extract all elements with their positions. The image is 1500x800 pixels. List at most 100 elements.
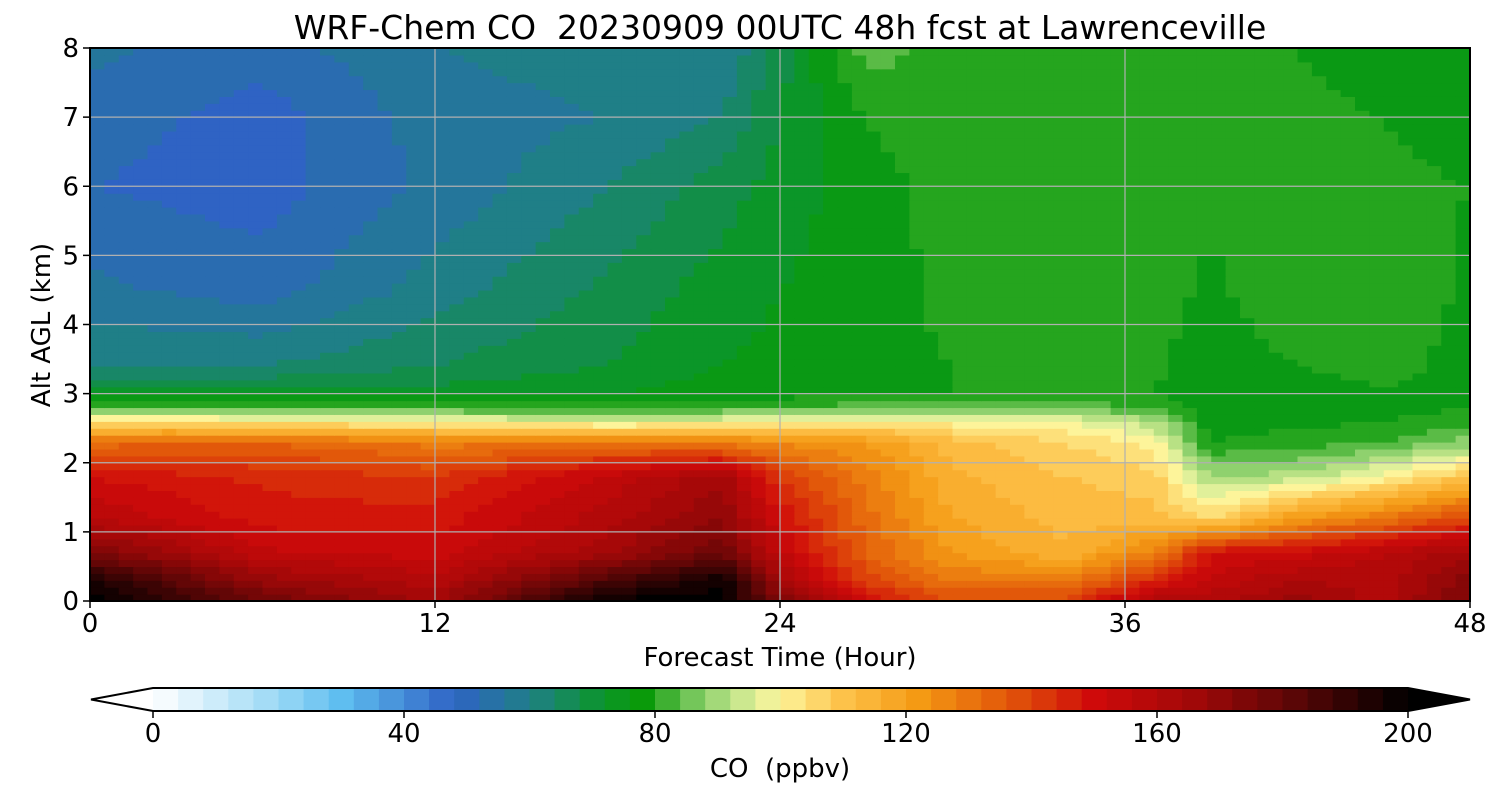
- heatmap-cell: [1211, 566, 1227, 574]
- heatmap-cell: [823, 276, 839, 284]
- heatmap-cell: [1038, 545, 1054, 554]
- heatmap-cell: [722, 372, 738, 381]
- heatmap-cell: [1398, 462, 1414, 471]
- heatmap-cell: [205, 338, 220, 346]
- heatmap-cell: [90, 324, 105, 333]
- heatmap-cell: [693, 393, 709, 402]
- heatmap-cell: [420, 573, 436, 581]
- heatmap-cell: [722, 448, 738, 457]
- heatmap-cell: [751, 276, 767, 284]
- heatmap-cell: [463, 421, 479, 429]
- heatmap-cell: [1398, 324, 1414, 333]
- heatmap-cell: [1139, 455, 1155, 464]
- heatmap-cell: [90, 580, 105, 588]
- heatmap-cell: [808, 448, 824, 457]
- heatmap-cell: [593, 352, 609, 360]
- heatmap-cell: [1369, 310, 1385, 319]
- heatmap-cell: [923, 407, 939, 415]
- heatmap-cell: [736, 269, 752, 277]
- heatmap-cell: [1455, 414, 1470, 422]
- heatmap-cell: [535, 359, 551, 367]
- heatmap-cell: [363, 276, 379, 284]
- heatmap-cell: [1412, 531, 1428, 540]
- heatmap-cell: [1455, 269, 1470, 277]
- heatmap-cell: [1196, 283, 1212, 291]
- heatmap-cell: [1398, 393, 1414, 402]
- heatmap-cell: [161, 518, 177, 526]
- heatmap-cell: [1398, 352, 1414, 360]
- heatmap-cell: [1311, 476, 1327, 485]
- heatmap-cell: [90, 400, 105, 409]
- heatmap-cell: [1110, 262, 1126, 270]
- heatmap-cell: [1196, 296, 1212, 305]
- heatmap-cell: [837, 538, 853, 547]
- heatmap-cell: [521, 469, 537, 478]
- heatmap-cell: [880, 566, 896, 574]
- heatmap-cell: [320, 559, 335, 568]
- heatmap-cell: [593, 365, 609, 374]
- heatmap-cell: [837, 504, 853, 512]
- heatmap-cell: [1211, 359, 1227, 367]
- heatmap-cell: [262, 580, 278, 588]
- heatmap-cell: [708, 324, 724, 333]
- heatmap-cell: [866, 587, 882, 595]
- heatmap-cell: [1311, 442, 1327, 450]
- heatmap-cell: [607, 269, 623, 277]
- heatmap-cell: [550, 255, 565, 263]
- heatmap-cell: [578, 421, 594, 429]
- heatmap-cell: [1398, 421, 1414, 429]
- heatmap-cell: [1139, 414, 1155, 422]
- heatmap-cell: [1153, 269, 1169, 277]
- heatmap-cell: [866, 524, 882, 533]
- heatmap-cell: [1441, 435, 1457, 443]
- heatmap-cell: [348, 538, 364, 547]
- heatmap-cell: [665, 414, 680, 422]
- heatmap-cell: [736, 262, 752, 270]
- heatmap-cell: [636, 317, 652, 326]
- heatmap-cell: [406, 352, 422, 360]
- heatmap-cell: [1254, 594, 1270, 601]
- heatmap-cell: [621, 345, 637, 353]
- heatmap-cell: [1038, 359, 1054, 367]
- heatmap-cell: [1110, 483, 1126, 491]
- heatmap-cell: [650, 331, 666, 339]
- heatmap-cell: [780, 400, 795, 409]
- heatmap-cell: [391, 276, 407, 284]
- heatmap-cell: [995, 435, 1011, 443]
- heatmap-cell: [377, 428, 393, 436]
- heatmap-cell: [1398, 372, 1414, 381]
- heatmap-cell: [478, 476, 494, 485]
- heatmap-cell: [305, 455, 321, 464]
- heatmap-cell: [506, 248, 522, 256]
- heatmap-cell: [1110, 338, 1126, 346]
- heatmap-cell: [1326, 262, 1342, 270]
- heatmap-cell: [679, 379, 695, 388]
- heatmap-cell: [521, 255, 537, 263]
- heatmap-cell: [995, 324, 1011, 333]
- heatmap-cell: [751, 545, 767, 554]
- heatmap-cell: [564, 483, 580, 491]
- heatmap-cell: [90, 469, 105, 478]
- heatmap-cell: [420, 566, 436, 574]
- heatmap-cell: [995, 289, 1011, 298]
- heatmap-cell: [305, 511, 321, 519]
- heatmap-cell: [90, 545, 105, 554]
- heatmap-cell: [176, 255, 192, 263]
- heatmap-cell: [722, 435, 738, 443]
- heatmap-cell: [535, 538, 551, 547]
- heatmap-cell: [1297, 393, 1313, 402]
- heatmap-cell: [621, 414, 637, 422]
- heatmap-cell: [348, 352, 364, 360]
- heatmap-cell: [1340, 365, 1356, 374]
- heatmap-cell: [1240, 566, 1255, 574]
- heatmap-cell: [363, 386, 379, 395]
- heatmap-cell: [1311, 462, 1327, 471]
- heatmap-cell: [650, 255, 666, 263]
- heatmap-cell: [895, 469, 910, 478]
- heatmap-cell: [276, 407, 292, 415]
- heatmap-cell: [1283, 455, 1299, 464]
- heatmap-cell: [133, 241, 149, 250]
- heatmap-cell: [1024, 283, 1040, 291]
- heatmap-cell: [923, 289, 939, 298]
- heatmap-cell: [176, 414, 192, 422]
